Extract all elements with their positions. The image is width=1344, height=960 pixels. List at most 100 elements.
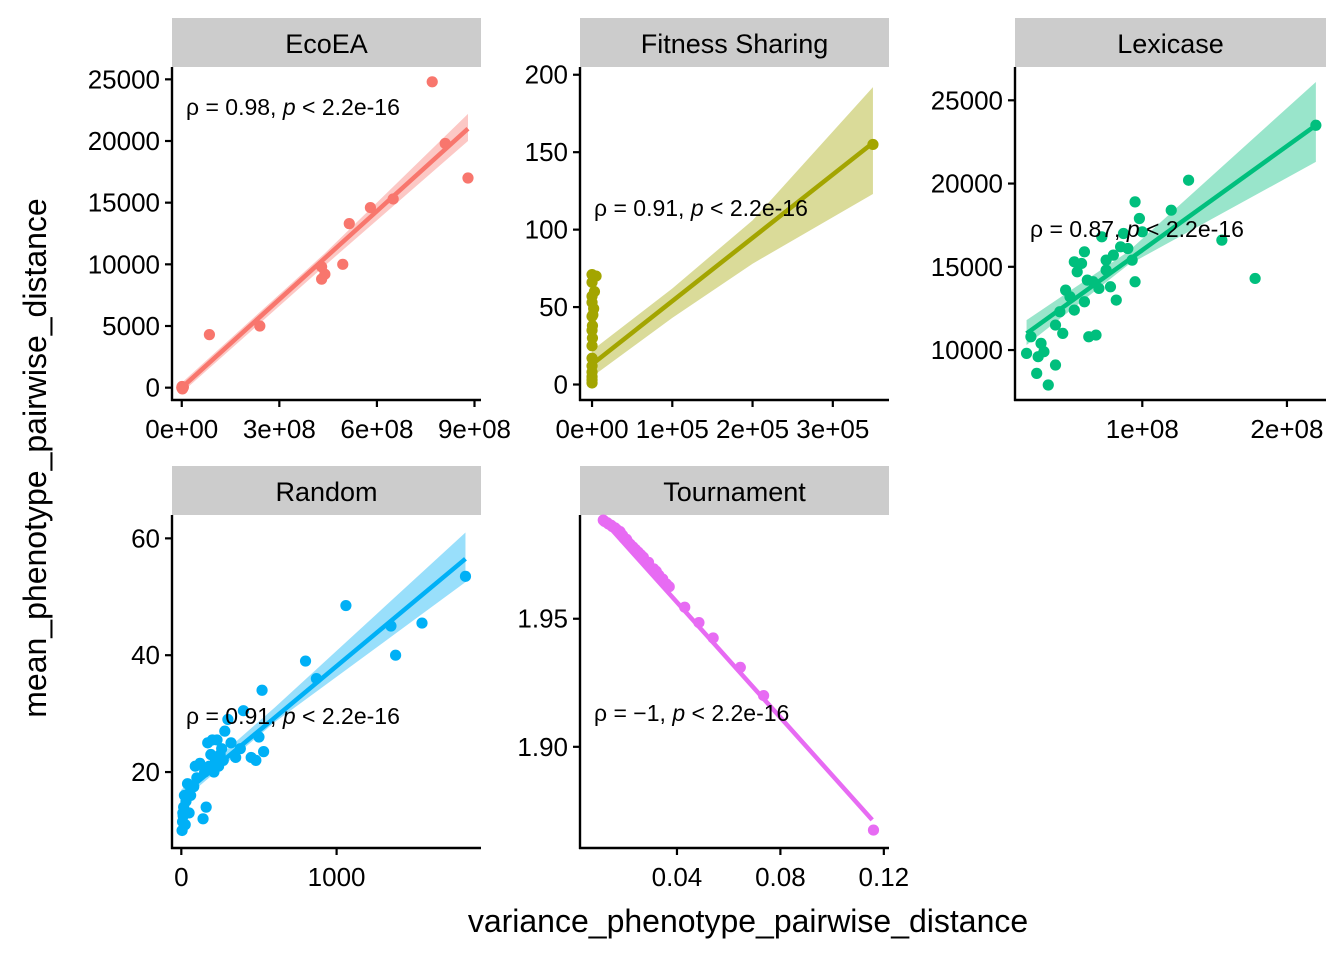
- data-point: [203, 329, 216, 341]
- data-point: [1117, 227, 1130, 240]
- panel-fitness-sharing: Fitness Sharing 0e+00 1e+05 2e+05 3e+05 0 50 10…: [525, 18, 889, 444]
- regression-line: [179, 557, 467, 798]
- annotation-p-symbol: p: [690, 195, 704, 221]
- y-tick-label: 1.95: [517, 604, 568, 634]
- data-point: [586, 352, 598, 364]
- data-point: [1129, 276, 1141, 288]
- data-point: [222, 713, 234, 726]
- annotation-rho: ρ = 0.91,: [594, 195, 691, 221]
- panel-ecoea: EcoEA 0e+00 3e+08 6e+08 9e+08 0 5000 10000 15000…: [88, 18, 511, 444]
- confidence-band: [592, 87, 873, 377]
- data-point: [343, 218, 355, 230]
- y-tick-label: 15000: [88, 188, 160, 218]
- data-point: [416, 617, 428, 629]
- data-point: [200, 801, 212, 813]
- y-tick-label: 20: [131, 757, 160, 787]
- y-tick-label: 100: [525, 215, 568, 245]
- panel-strip-label: EcoEA: [285, 29, 368, 59]
- correlation-annotation: ρ = 0.98, p < 2.2e-16: [186, 94, 400, 120]
- annotation-p-symbol: p: [282, 94, 296, 120]
- panel-strip: [580, 18, 889, 67]
- data-point: [867, 138, 879, 151]
- data-point: [757, 689, 770, 702]
- annotation-p-symbol: p: [282, 703, 296, 729]
- annotation-rho: ρ = 0.87,: [1030, 216, 1127, 242]
- data-point: [734, 661, 746, 674]
- y-tick-label: 0: [146, 373, 160, 403]
- data-point: [707, 632, 719, 644]
- data-point: [216, 743, 228, 755]
- data-point: [1310, 119, 1322, 131]
- data-point: [258, 746, 270, 758]
- data-point: [1049, 359, 1062, 371]
- data-point: [1129, 196, 1141, 208]
- data-point: [254, 320, 266, 332]
- x-tick-label: 2e+05: [716, 414, 789, 444]
- x-tick-label: 1000: [308, 862, 366, 892]
- x-tick-label: 0e+00: [556, 414, 629, 444]
- y-tick-label: 60: [131, 523, 160, 553]
- data-point: [230, 751, 242, 764]
- data-point: [1057, 327, 1069, 339]
- correlation-annotation: ρ = 0.87, p < 2.2e-16: [1030, 216, 1244, 242]
- x-tick-label: 0e+00: [145, 414, 218, 444]
- data-point: [385, 620, 397, 632]
- panel-strip-label: Tournament: [663, 477, 806, 507]
- data-point: [586, 332, 599, 344]
- x-tick-label: 3e+05: [796, 414, 869, 444]
- y-tick-label: 1.90: [517, 732, 568, 762]
- data-point: [1100, 264, 1112, 276]
- data-point: [1075, 257, 1088, 270]
- data-point: [1071, 266, 1083, 278]
- data-point: [1090, 329, 1102, 341]
- data-point: [590, 270, 602, 282]
- data-point: [1216, 234, 1228, 246]
- data-point: [299, 655, 312, 667]
- data-point: [1049, 319, 1062, 331]
- panel-strip: [172, 18, 481, 67]
- data-point: [219, 725, 231, 737]
- y-tick-label: 20000: [931, 169, 1003, 199]
- y-tick-label: 50: [539, 292, 568, 322]
- y-tick-label: 25000: [931, 85, 1003, 115]
- regression-line: [590, 141, 875, 367]
- y-tick-label: 20000: [88, 126, 160, 156]
- x-tick-label: 0.08: [755, 862, 806, 892]
- data-point: [1078, 296, 1091, 308]
- panel-strip: [172, 466, 481, 515]
- annotation-rho: ρ = −1,: [594, 700, 672, 726]
- data-point: [211, 734, 223, 746]
- data-point: [586, 360, 598, 372]
- data-point: [1093, 282, 1105, 295]
- y-tick-label: 15000: [931, 252, 1003, 282]
- annotation-p-value: < 2.2e-16: [704, 195, 808, 221]
- data-point: [237, 705, 250, 717]
- data-point: [253, 731, 265, 743]
- correlation-annotation: ρ = 0.91, p < 2.2e-16: [186, 703, 400, 729]
- data-point: [234, 743, 246, 755]
- data-point: [194, 757, 206, 769]
- data-point: [1136, 226, 1148, 238]
- panel-strip: [1015, 18, 1326, 67]
- data-point: [225, 737, 237, 749]
- data-point: [337, 258, 349, 270]
- data-point: [1078, 246, 1091, 258]
- y-tick-label: 10000: [88, 249, 160, 279]
- x-tick-label: 0: [174, 862, 188, 892]
- data-point: [256, 684, 268, 696]
- annotation-p-value: < 2.2e-16: [1140, 216, 1244, 242]
- data-point: [587, 309, 599, 321]
- annotation-p-symbol: p: [1126, 216, 1140, 242]
- data-point: [1104, 281, 1117, 293]
- data-point: [217, 754, 229, 766]
- x-tick-label: 1e+08: [1106, 414, 1179, 444]
- annotation-rho: ρ = 0.91,: [186, 703, 283, 729]
- data-point: [1249, 272, 1261, 285]
- annotation-p-value: < 2.2e-16: [296, 703, 400, 729]
- correlation-annotation: ρ = −1, p < 2.2e-16: [594, 700, 789, 726]
- data-point: [1096, 231, 1108, 243]
- data-point: [1068, 304, 1080, 316]
- data-point: [188, 781, 200, 793]
- data-point: [340, 599, 352, 612]
